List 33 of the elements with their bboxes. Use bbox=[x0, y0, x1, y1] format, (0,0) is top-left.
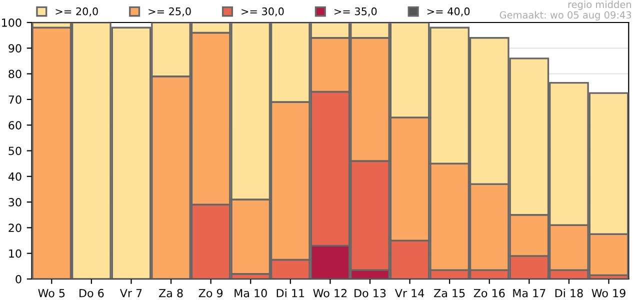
x-tick-label: Zo 9 bbox=[198, 288, 223, 298]
y-tick-label: 80 bbox=[8, 70, 22, 78]
x-tick-label: Vr 14 bbox=[394, 289, 424, 298]
x-tick-label: Vr 7 bbox=[120, 289, 142, 298]
y-tick-label: 100 bbox=[2, 18, 22, 27]
legend-label: >= 30,0 bbox=[242, 7, 284, 16]
x-tick-label: Wo 5 bbox=[38, 289, 65, 298]
y-tick-label: 0 bbox=[16, 274, 22, 284]
legend-label: >= 35,0 bbox=[334, 7, 377, 16]
x-tick-label: Di 18 bbox=[555, 288, 583, 298]
x-tick-label: Do 6 bbox=[80, 288, 104, 298]
y-tick-label: 50 bbox=[8, 146, 22, 156]
x-tick-label: Wo 19 bbox=[592, 288, 626, 298]
x-tick-label: Ma 17 bbox=[513, 289, 546, 298]
legend-label: >= 40,0 bbox=[427, 7, 470, 16]
y-tick-label: 70 bbox=[8, 95, 22, 104]
y-tick-label: 20 bbox=[8, 224, 22, 232]
legend-label: >= 25,0 bbox=[148, 7, 191, 16]
text: regio midden bbox=[568, 0, 631, 10]
legend-label: >= 20,0 bbox=[56, 7, 98, 16]
y-tick-label: 60 bbox=[8, 121, 22, 130]
x-tick-label: Za 8 bbox=[159, 288, 183, 298]
y-tick-label: 10 bbox=[9, 249, 22, 258]
x-tick-label: Di 11 bbox=[276, 288, 304, 298]
x-tick-label: Do 13 bbox=[354, 288, 386, 298]
text: Gemaakt: wo 05 aug 09:43 bbox=[500, 11, 632, 21]
y-tick-label: 90 bbox=[8, 44, 22, 53]
y-tick-label: 30 bbox=[8, 198, 22, 206]
x-tick-label: Za 15 bbox=[434, 289, 465, 298]
x-tick-label: Wo 12 bbox=[313, 288, 346, 298]
x-tick-label: Zo 16 bbox=[474, 288, 505, 298]
y-tick-label: 40 bbox=[8, 172, 22, 181]
x-tick-label: Ma 10 bbox=[234, 288, 267, 298]
